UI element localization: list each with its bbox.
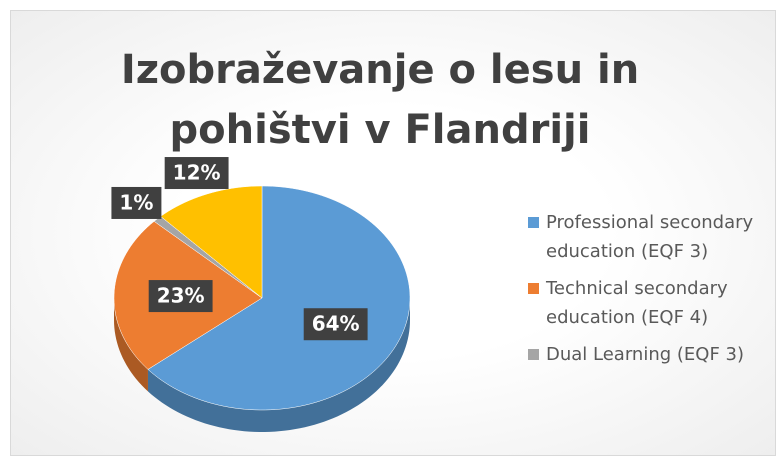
data-label: 12%: [164, 157, 229, 190]
legend-entry: Technical secondary education (EQF 4): [528, 274, 758, 332]
data-label-text: 23%: [157, 284, 205, 308]
data-label-box: [303, 308, 368, 341]
data-label-box: [148, 280, 213, 313]
data-label: 23%: [148, 280, 213, 313]
data-label-text: 1%: [119, 190, 153, 214]
data-label-box: [111, 186, 162, 219]
legend-swatch: [528, 283, 539, 294]
legend-entry: Dual Learning (EQF 3): [528, 340, 758, 369]
data-label-box: [164, 157, 229, 190]
legend-label: Professional secondary education (EQF 3): [546, 212, 754, 262]
data-label: 64%: [303, 308, 368, 341]
pie-slice-side: [114, 298, 148, 392]
pie-slice: [147, 185, 411, 411]
legend: Professional secondary education (EQF 3)…: [528, 208, 758, 377]
chart-title: Izobraževanje o lesu in pohištvi v Fland…: [120, 47, 640, 153]
legend-label: Dual Learning (EQF 3): [546, 344, 744, 365]
legend-swatch: [528, 217, 539, 228]
data-label-text: 12%: [173, 161, 221, 185]
data-label: 1%: [111, 186, 162, 219]
legend-swatch: [528, 349, 539, 360]
data-label-text: 64%: [312, 312, 360, 336]
chart-frame: [10, 10, 776, 456]
pie-slice: [160, 185, 263, 299]
pie-slice-side: [147, 298, 410, 432]
legend-entry: Professional secondary education (EQF 3): [528, 208, 758, 266]
legend-label: Technical secondary education (EQF 4): [546, 278, 728, 328]
